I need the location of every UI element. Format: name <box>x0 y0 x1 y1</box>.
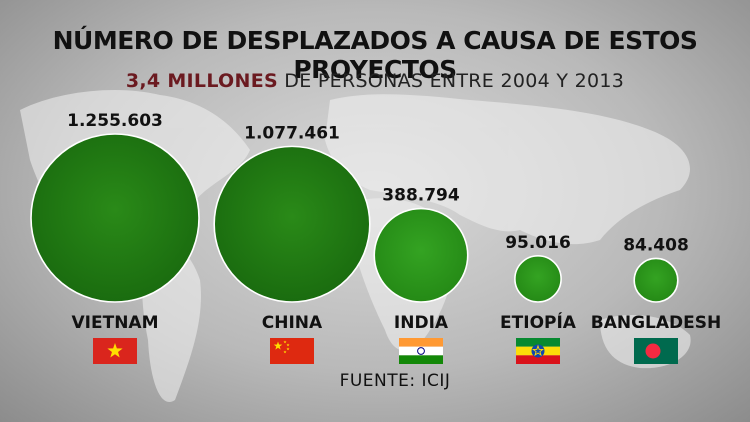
chart-subtitle: 3,4 MILLONES DE PERSONAS ENTRE 2004 Y 20… <box>0 70 750 92</box>
subtitle-rest: DE PERSONAS ENTRE 2004 Y 2013 <box>277 70 625 92</box>
bubble-2 <box>373 207 469 303</box>
bangladesh-flag-icon <box>634 338 678 364</box>
source-text: FUENTE: ICIJ <box>339 371 451 391</box>
ethiopia-flag-icon <box>516 338 560 364</box>
bubble-0 <box>30 133 200 303</box>
india-flag-icon <box>399 338 443 364</box>
bubble-4 <box>633 257 679 303</box>
value-label-2: 388.794 <box>382 186 460 206</box>
category-label-4: BANGLADESH <box>591 313 721 333</box>
value-label-1: 1.077.461 <box>244 123 340 143</box>
china-flag-icon <box>270 338 314 364</box>
value-label-0: 1.255.603 <box>67 111 163 131</box>
value-label-4: 84.408 <box>623 235 689 255</box>
bubble-1 <box>213 145 371 303</box>
chart-title: NÚMERO DE DESPLAZADOS A CAUSA DE ESTOS P… <box>52 26 698 84</box>
category-label-0: VIETNAM <box>72 313 159 333</box>
bubble-3 <box>514 254 562 303</box>
category-label-3: ETIOPÍA <box>500 311 577 333</box>
category-label-1: CHINA <box>262 313 323 333</box>
vietnam-flag-icon <box>93 338 137 364</box>
value-label-3: 95.016 <box>505 233 571 253</box>
subtitle-highlight: 3,4 MILLONES <box>125 70 278 92</box>
source-note: FUENTE: ICIJ <box>0 371 750 391</box>
category-label-2: INDIA <box>394 313 449 333</box>
